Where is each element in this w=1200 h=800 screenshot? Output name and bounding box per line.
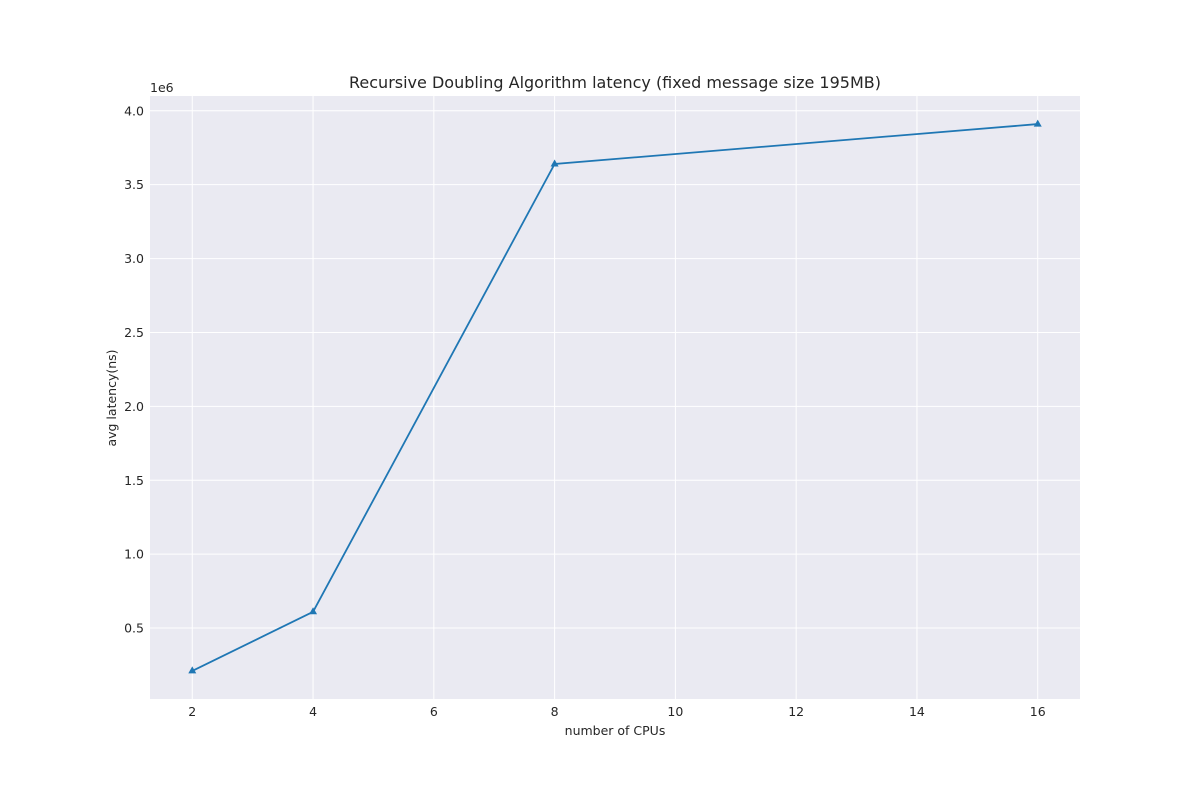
x-tick-label: 2 bbox=[188, 704, 196, 719]
y-tick-labels: 0.5 1.0 1.5 2.0 2.5 3.0 3.5 4.0 bbox=[124, 103, 144, 635]
x-tick-label: 8 bbox=[551, 704, 559, 719]
data-point-marker bbox=[309, 607, 318, 615]
y-axis-label: avg latency(ns) bbox=[104, 349, 119, 446]
data-series bbox=[188, 119, 1042, 674]
y-tick-label: 3.5 bbox=[124, 177, 144, 192]
grid-lines bbox=[150, 96, 1080, 699]
x-tick-labels: 2 4 6 8 10 12 14 16 bbox=[188, 704, 1045, 719]
x-tick-label: 4 bbox=[309, 704, 317, 719]
x-axis-label: number of CPUs bbox=[565, 723, 666, 738]
data-point-marker bbox=[550, 159, 559, 167]
x-tick-label: 14 bbox=[909, 704, 925, 719]
y-tick-label: 1.5 bbox=[124, 473, 144, 488]
data-point-marker bbox=[1033, 119, 1042, 127]
x-tick-label: 12 bbox=[788, 704, 804, 719]
y-tick-label: 2.0 bbox=[124, 399, 144, 414]
chart-title: Recursive Doubling Algorithm latency (fi… bbox=[349, 73, 881, 92]
y-tick-label: 1.0 bbox=[124, 547, 144, 562]
y-tick-label: 2.5 bbox=[124, 325, 144, 340]
y-tick-label: 3.0 bbox=[124, 251, 144, 266]
y-tick-label: 4.0 bbox=[124, 103, 144, 118]
plot-background bbox=[150, 96, 1080, 699]
x-tick-label: 16 bbox=[1030, 704, 1046, 719]
y-offset-label: 1e6 bbox=[150, 80, 174, 95]
data-point-marker bbox=[188, 666, 197, 674]
x-tick-label: 6 bbox=[430, 704, 438, 719]
x-tick-label: 10 bbox=[667, 704, 683, 719]
series-line bbox=[191, 123, 1038, 672]
y-tick-label: 0.5 bbox=[124, 621, 144, 636]
